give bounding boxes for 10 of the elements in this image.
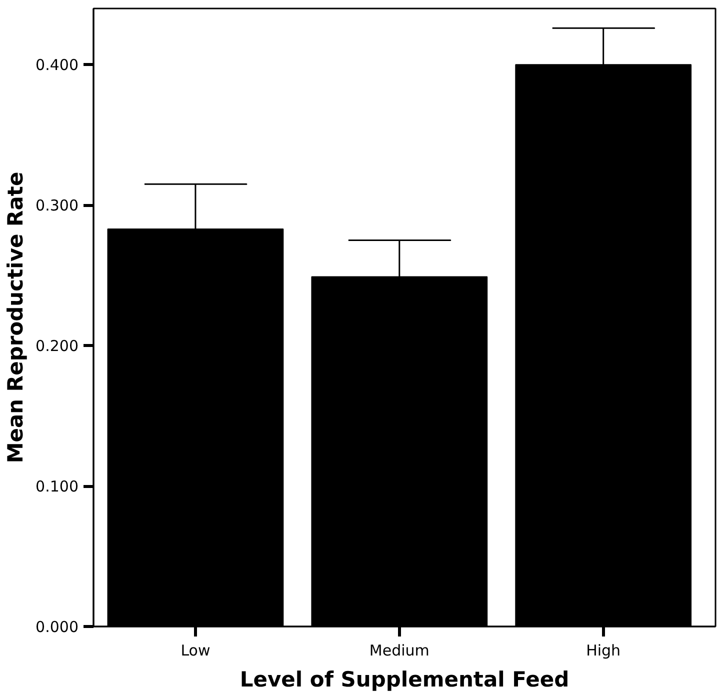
y-axis-title: Mean Reproductive Rate [4,172,28,464]
y-tick-label: 0.200 [36,337,79,356]
y-tick-label: 0.000 [36,618,79,636]
x-tick-label: Medium [369,642,430,660]
y-tick-label: 0.100 [36,478,79,496]
y-tick-label: 0.400 [36,56,79,74]
x-tick-label: High [586,642,621,660]
x-axis-title: Level of Supplemental Feed [240,668,570,692]
y-tick-label: 0.300 [36,196,79,215]
x-tick-label: Low [180,642,210,660]
